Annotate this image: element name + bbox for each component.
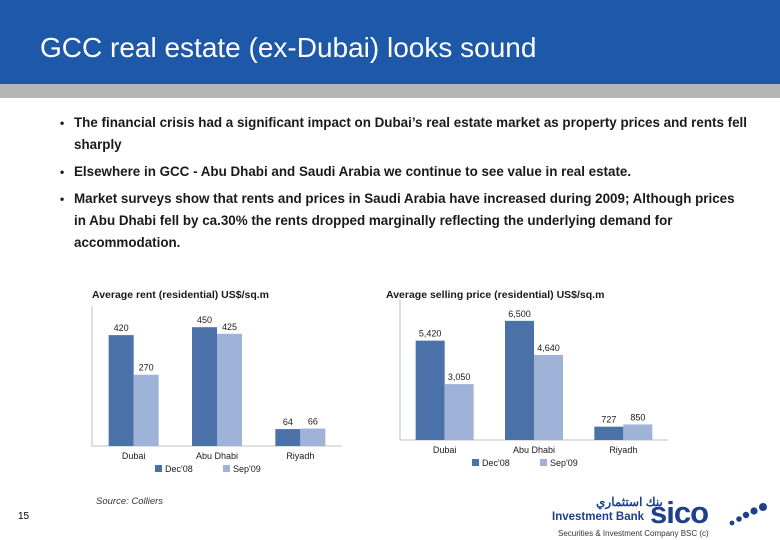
legend-label: Sep'09 xyxy=(550,458,578,468)
data-label: 6,500 xyxy=(508,309,531,319)
bar xyxy=(534,354,563,440)
bar xyxy=(192,327,217,446)
price-chart-svg: Average selling price (residential) US$/… xyxy=(386,289,668,468)
header-divider xyxy=(0,84,780,98)
rent-chart: Average rent (residential) US$/sq.m 420 27… xyxy=(80,284,350,484)
bar xyxy=(300,428,326,446)
data-label: 66 xyxy=(308,417,318,427)
price-chart: Average selling price (residential) US$/… xyxy=(380,284,680,484)
data-label: 450 xyxy=(197,315,212,325)
bar xyxy=(108,335,134,446)
page-number: 15 xyxy=(18,511,30,522)
source-note: Source: Colliers xyxy=(96,496,164,507)
logo-arabic-text: بنك استثماري xyxy=(596,495,663,509)
x-tick-label: Riyadh xyxy=(609,445,637,455)
legend-swatch xyxy=(540,459,547,466)
data-label: 420 xyxy=(114,323,129,333)
bar xyxy=(217,333,242,446)
bullet-item: Elsewhere in GCC - Abu Dhabi and Saudi A… xyxy=(60,161,750,183)
data-label: 425 xyxy=(222,322,237,332)
logo-dots-icon xyxy=(729,503,767,526)
chart-title: Average selling price (residential) US$/… xyxy=(386,289,604,301)
chart-title: Average rent (residential) US$/sq.m xyxy=(92,289,269,301)
x-tick-label: Dubai xyxy=(433,445,457,455)
x-tick-label: Dubai xyxy=(122,451,146,461)
bar xyxy=(275,429,301,446)
data-label: 727 xyxy=(601,415,616,425)
legend-swatch xyxy=(472,459,479,466)
bar xyxy=(594,426,624,440)
logo-brand: sico xyxy=(650,495,709,530)
legend-swatch xyxy=(155,465,162,472)
bar xyxy=(133,374,159,446)
legend-label: Dec'08 xyxy=(482,458,510,468)
rent-chart-svg: Average rent (residential) US$/sq.m 420 27… xyxy=(91,289,342,474)
data-label: 64 xyxy=(283,417,293,427)
bullet-item: The financial crisis had a significant i… xyxy=(60,112,750,156)
bullet-list: The financial crisis had a significant i… xyxy=(60,112,750,259)
bullet-item: Market surveys show that rents and price… xyxy=(60,188,750,254)
bar xyxy=(415,340,445,440)
data-label: 4,640 xyxy=(537,343,560,353)
sico-logo: بنك استثماري Investment Bank sico Securi… xyxy=(548,495,773,540)
x-tick-label: Abu Dhabi xyxy=(196,451,238,461)
data-label: 3,050 xyxy=(448,372,471,382)
page-title: GCC real estate (ex-Dubai) looks sound xyxy=(40,32,537,63)
logo-tagline: Securities & Investment Company BSC (c) xyxy=(558,529,709,538)
legend-label: Dec'08 xyxy=(165,464,193,474)
logo-investment-bank: Investment Bank xyxy=(552,511,645,523)
data-label: 270 xyxy=(139,363,154,373)
x-tick-label: Riyadh xyxy=(286,451,314,461)
data-label: 5,420 xyxy=(419,329,442,339)
legend-label: Sep'09 xyxy=(233,464,261,474)
header-banner: GCC real estate (ex-Dubai) looks sound xyxy=(0,0,780,84)
x-tick-label: Abu Dhabi xyxy=(513,445,555,455)
bar xyxy=(444,384,474,440)
data-label: 850 xyxy=(630,412,645,422)
bar xyxy=(505,320,534,440)
legend-swatch xyxy=(223,465,230,472)
bar xyxy=(623,424,653,440)
